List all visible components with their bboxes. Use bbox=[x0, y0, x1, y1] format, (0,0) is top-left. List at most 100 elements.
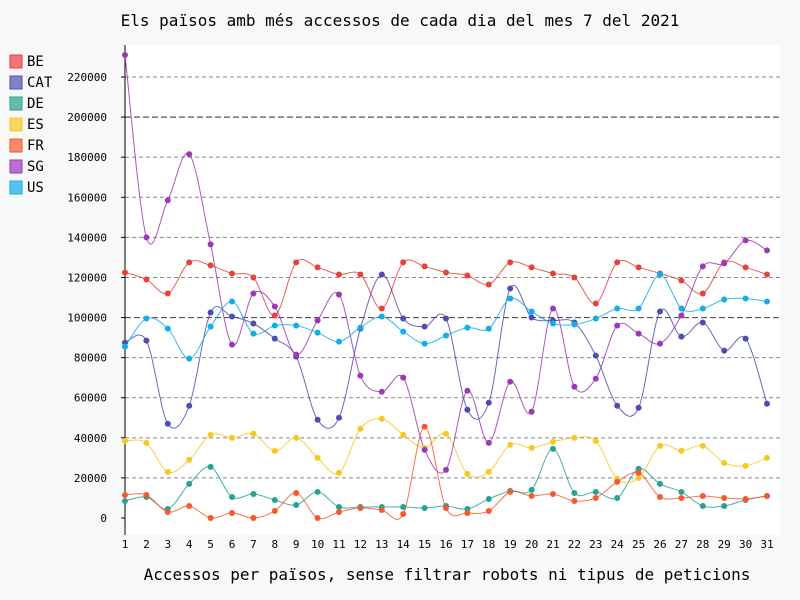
series-points bbox=[122, 51, 770, 521]
point-sg bbox=[293, 351, 300, 358]
legend-swatch-cat[interactable] bbox=[9, 75, 23, 90]
legend-swatch-sg[interactable] bbox=[9, 159, 23, 174]
point-be bbox=[635, 264, 642, 271]
series-line-sg bbox=[124, 54, 768, 474]
point-us bbox=[678, 305, 685, 312]
point-be bbox=[592, 300, 599, 307]
point-cat bbox=[164, 420, 171, 427]
point-us bbox=[464, 324, 471, 331]
point-sg bbox=[742, 237, 749, 244]
point-sg bbox=[207, 241, 214, 248]
point-sg bbox=[186, 151, 193, 158]
point-us bbox=[657, 271, 663, 278]
point-es bbox=[229, 434, 235, 441]
point-de bbox=[721, 502, 728, 509]
x-tick-label: 15 bbox=[418, 538, 431, 551]
legend-swatch-fr[interactable] bbox=[9, 138, 23, 153]
point-cat bbox=[528, 314, 535, 321]
point-de bbox=[229, 493, 235, 500]
point-es bbox=[571, 434, 578, 441]
point-cat bbox=[507, 285, 514, 292]
point-fr bbox=[592, 494, 599, 501]
x-tick-label: 18 bbox=[482, 538, 495, 551]
point-de bbox=[678, 488, 685, 495]
point-es bbox=[207, 431, 214, 438]
point-cat bbox=[400, 315, 407, 322]
point-es bbox=[678, 447, 685, 454]
point-us bbox=[336, 338, 342, 345]
x-tick-label: 16 bbox=[439, 538, 452, 551]
point-fr bbox=[143, 491, 150, 498]
point-de bbox=[250, 490, 257, 497]
point-de bbox=[336, 503, 342, 510]
point-be bbox=[143, 276, 150, 283]
point-cat bbox=[464, 406, 471, 413]
legend-label-be[interactable]: BE bbox=[27, 54, 44, 70]
y-tick-label: 20000 bbox=[74, 472, 107, 485]
point-sg bbox=[250, 290, 257, 297]
legend-swatch-es[interactable] bbox=[9, 117, 23, 132]
point-cat bbox=[143, 337, 150, 344]
point-fr bbox=[657, 493, 663, 500]
legend-swatch-de[interactable] bbox=[9, 96, 23, 111]
x-tick-label: 12 bbox=[354, 538, 367, 551]
point-cat bbox=[336, 414, 342, 421]
point-sg bbox=[357, 372, 364, 379]
point-us bbox=[164, 325, 171, 332]
legend-label-cat[interactable]: CAT bbox=[27, 75, 53, 91]
point-be bbox=[229, 270, 235, 277]
legend-swatch-us[interactable] bbox=[9, 180, 23, 195]
point-cat bbox=[485, 399, 492, 406]
point-es bbox=[550, 438, 556, 445]
x-tick-label: 26 bbox=[653, 538, 666, 551]
legend-label-de[interactable]: DE bbox=[27, 96, 44, 112]
legend-label-fr[interactable]: FR bbox=[27, 138, 44, 154]
x-tick-label: 7 bbox=[250, 538, 257, 551]
point-us bbox=[443, 332, 449, 339]
point-de bbox=[571, 489, 578, 496]
y-tick-label: 160000 bbox=[67, 191, 107, 204]
x-tick-label: 19 bbox=[504, 538, 517, 551]
point-es bbox=[764, 454, 770, 461]
point-de bbox=[550, 445, 556, 452]
point-sg bbox=[378, 388, 385, 395]
point-sg bbox=[464, 387, 471, 394]
point-fr bbox=[207, 515, 214, 521]
point-fr bbox=[571, 497, 578, 504]
legend-label-sg[interactable]: SG bbox=[27, 159, 44, 175]
point-de bbox=[314, 488, 321, 495]
point-be bbox=[507, 259, 514, 266]
x-tick-label: 2 bbox=[143, 538, 150, 551]
point-sg bbox=[314, 317, 321, 324]
point-sg bbox=[592, 375, 599, 382]
y-tick-label: 0 bbox=[100, 512, 107, 525]
y-tick-label: 100000 bbox=[67, 312, 107, 325]
y-ticks: 0 20000 40000 60000 80000 100000 120000 140000 1… bbox=[67, 71, 125, 525]
point-be bbox=[314, 264, 321, 271]
point-sg bbox=[400, 374, 407, 381]
point-cat bbox=[635, 404, 642, 411]
legend-label-es[interactable]: ES bbox=[27, 117, 44, 133]
x-tick-label: 6 bbox=[229, 538, 236, 551]
point-sg bbox=[485, 439, 492, 446]
legend-swatch-be[interactable] bbox=[9, 54, 23, 69]
point-fr bbox=[699, 492, 706, 499]
point-us bbox=[122, 343, 128, 350]
point-es bbox=[721, 459, 728, 466]
point-fr bbox=[464, 509, 471, 516]
point-cat bbox=[378, 271, 385, 278]
point-fr bbox=[635, 469, 642, 476]
point-sg bbox=[571, 383, 578, 390]
point-cat bbox=[721, 347, 728, 354]
point-fr bbox=[293, 489, 300, 496]
legend-label-us[interactable]: US bbox=[27, 180, 44, 196]
point-cat bbox=[186, 402, 193, 409]
x-tick-label: 13 bbox=[375, 538, 388, 551]
x-tick-label: 30 bbox=[739, 538, 752, 551]
point-us bbox=[699, 305, 706, 312]
point-fr bbox=[528, 492, 535, 499]
point-cat bbox=[421, 323, 428, 330]
point-us bbox=[614, 305, 621, 312]
point-cat bbox=[678, 333, 685, 340]
point-be bbox=[357, 271, 364, 278]
